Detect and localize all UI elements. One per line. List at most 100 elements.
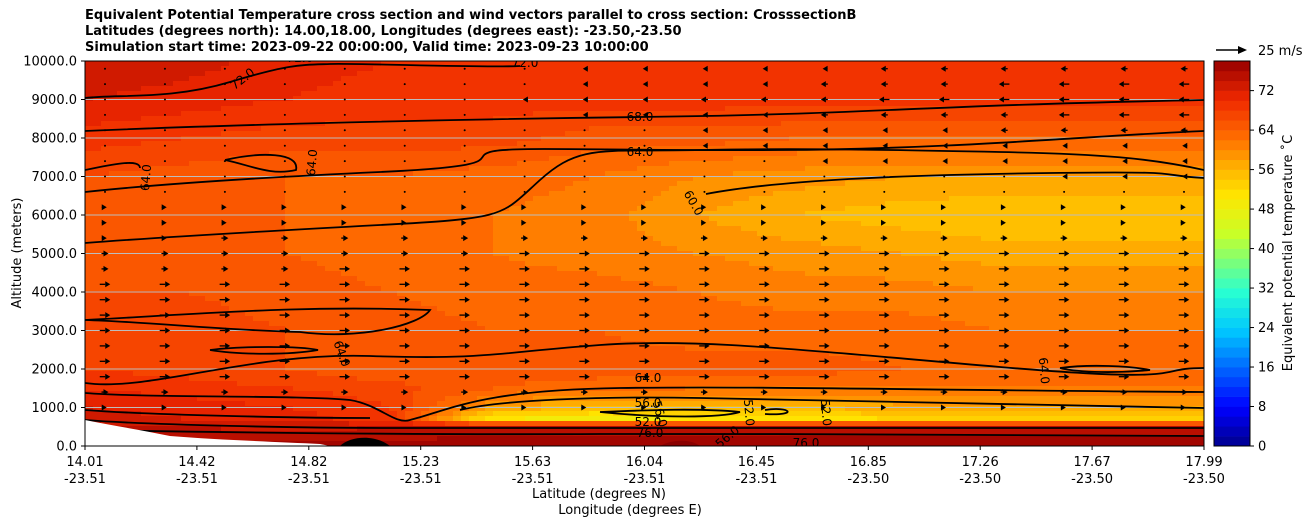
field-cell <box>565 406 574 412</box>
field-cell <box>421 126 430 132</box>
field-cell <box>189 86 198 92</box>
field-cell <box>557 361 566 367</box>
field-cell <box>549 201 558 207</box>
field-cell <box>85 171 94 177</box>
field-cell <box>509 96 518 102</box>
field-cell <box>445 131 454 137</box>
field-cell <box>317 341 326 347</box>
field-cell <box>341 156 350 162</box>
field-cell <box>109 346 118 352</box>
field-cell <box>453 216 462 222</box>
field-cell <box>133 191 142 197</box>
field-cell <box>485 76 494 82</box>
field-cell <box>461 121 470 127</box>
field-cell <box>381 316 390 322</box>
field-cell <box>493 301 502 307</box>
field-cell <box>157 291 166 297</box>
field-cell <box>253 171 262 177</box>
field-cell <box>581 306 590 312</box>
field-cell <box>101 76 110 82</box>
field-cell <box>181 286 190 292</box>
field-cell <box>237 401 246 407</box>
field-cell <box>581 166 590 172</box>
field-cell <box>501 146 510 152</box>
field-cell <box>349 276 358 282</box>
field-cell <box>413 211 422 217</box>
field-cell <box>285 201 294 207</box>
field-cell <box>85 401 94 407</box>
field-cell <box>85 316 94 322</box>
field-cell <box>213 341 222 347</box>
field-cell <box>477 176 486 182</box>
field-cell <box>437 256 446 262</box>
field-cell <box>109 106 118 112</box>
field-cell <box>189 411 198 417</box>
field-cell <box>365 371 374 377</box>
field-cell <box>277 156 286 162</box>
field-cell <box>117 356 126 362</box>
field-cell <box>325 106 334 112</box>
field-cell <box>325 376 334 382</box>
field-cell <box>461 201 470 207</box>
field-cell <box>317 406 326 412</box>
field-cell <box>93 401 102 407</box>
field-cell <box>581 226 590 232</box>
field-cell <box>285 246 294 252</box>
field-cell <box>269 406 278 412</box>
field-cell <box>141 206 150 212</box>
field-cell <box>597 66 606 72</box>
field-cell <box>597 361 606 367</box>
field-cell <box>597 91 606 97</box>
field-cell <box>413 286 422 292</box>
field-cell <box>293 406 302 412</box>
field-cell <box>229 81 238 87</box>
field-cell <box>349 166 358 172</box>
field-cell <box>173 266 182 272</box>
field-cell <box>317 166 326 172</box>
field-cell <box>173 146 182 152</box>
field-cell <box>325 441 334 446</box>
field-cell <box>549 296 558 302</box>
field-cell <box>381 301 390 307</box>
field-cell <box>357 191 366 197</box>
field-cell <box>101 161 110 167</box>
field-cell <box>117 81 126 87</box>
field-cell <box>181 131 190 137</box>
field-cell <box>541 66 550 72</box>
field-cell <box>493 341 502 347</box>
field-cell <box>421 441 430 446</box>
field-cell <box>341 166 350 172</box>
field-cell <box>173 126 182 132</box>
field-cell <box>117 181 126 187</box>
field-cell <box>421 361 430 367</box>
field-cell <box>117 121 126 127</box>
field-cell <box>597 376 606 382</box>
field-cell <box>437 151 446 157</box>
field-cell <box>333 121 342 127</box>
field-cell <box>477 441 486 446</box>
field-cell <box>229 396 238 402</box>
field-cell <box>381 371 390 377</box>
field-cell <box>229 201 238 207</box>
field-cell <box>533 436 542 442</box>
field-cell <box>525 81 534 87</box>
field-cell <box>557 216 566 222</box>
field-cell <box>141 331 150 337</box>
field-cell <box>213 116 222 122</box>
field-cell <box>101 241 110 247</box>
field-cell <box>589 141 598 147</box>
field-cell <box>573 416 582 422</box>
field-cell <box>389 261 398 267</box>
field-cell <box>237 121 246 127</box>
field-cell <box>309 376 318 382</box>
field-cell <box>565 326 574 332</box>
field-cell <box>221 161 230 167</box>
field-cell <box>93 396 102 402</box>
field-cell <box>245 386 254 392</box>
field-cell <box>133 351 142 357</box>
field-cell <box>469 261 478 267</box>
field-cell <box>533 86 542 92</box>
field-cell <box>453 121 462 127</box>
field-cell <box>429 91 438 97</box>
